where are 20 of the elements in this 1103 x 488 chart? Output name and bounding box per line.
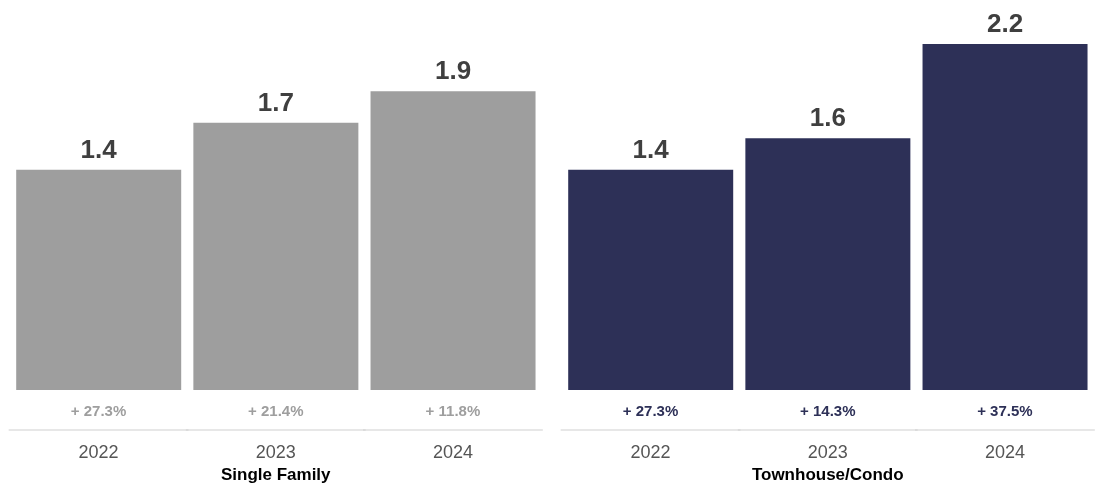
data-label: 1.9 [434,55,472,86]
data-label: 1.7 [257,86,294,117]
text: + 37.5% [976,402,1033,419]
data-label: 1.4 [80,133,118,164]
text: + 11.8% [425,402,481,419]
x-tick-label: 2023 [807,442,848,462]
x-tick-label: 2024 [984,442,1025,462]
data-label: 1.6 [809,102,846,133]
text: + 27.3% [622,402,678,419]
text: + 21.4% [248,402,304,419]
x-tick-label: 2023 [255,442,296,462]
x-axis-title: Townhouse/Condo [751,465,904,484]
text: + 14.3% [799,402,855,419]
data-label: 1.4 [632,133,669,164]
data-label: 2.2 [986,8,1023,38]
x-tick-label: 2024 [432,442,473,462]
text: + 27.3% [70,402,127,419]
x-tick-label: 2022 [630,442,671,462]
x-tick-label: 2022 [78,442,119,462]
x-axis-title: Single Family [220,465,332,484]
